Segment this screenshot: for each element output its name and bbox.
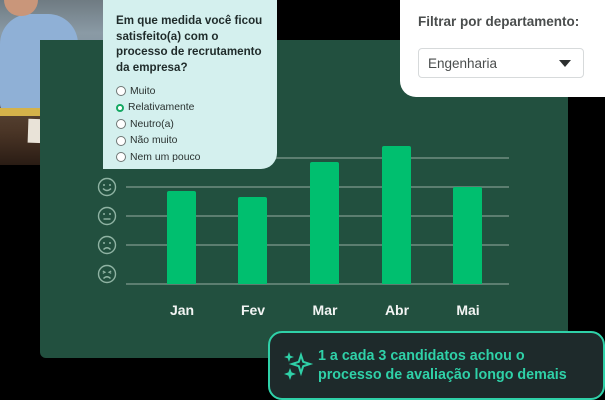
x-label-fev: Fev [240,302,266,318]
x-label-mai: Mai [456,302,480,318]
insight-callout: 1 a cada 3 candidatos achou o processo d… [268,331,605,400]
survey-option-nao-muito[interactable]: Não muito [116,133,267,150]
radio-button-selected[interactable] [116,103,124,112]
option-label: Nem um pouco [130,151,201,163]
bar-fev[interactable] [238,197,267,284]
radio-button[interactable] [116,135,126,146]
bar-mai[interactable] [453,187,482,284]
x-label-abr: Abr [384,302,410,318]
caret-down-icon[interactable] [559,60,571,67]
survey-option-relativamente[interactable]: Relativamente [116,100,267,117]
option-label: Neutro(a) [130,118,174,130]
sparkle-icon [284,351,314,380]
survey-option-neutro[interactable]: Neutro(a) [116,116,267,133]
radio-button[interactable] [116,86,126,97]
radio-button[interactable] [116,152,126,163]
photo-face [4,0,38,16]
department-selected-value: Engenharia [428,56,498,71]
option-label: Muito [130,85,156,97]
bar-abr[interactable] [382,146,411,284]
very-sad-face-icon [97,264,117,284]
survey-option-muito[interactable]: Muito [116,83,267,100]
bar-jan[interactable] [167,191,196,284]
filter-label: Filtrar por departamento: [418,14,580,29]
sad-face-icon [97,235,117,255]
survey-question: Em que medida você ficou satisfeito(a) c… [116,14,263,74]
survey-option-nem-um-pouco[interactable]: Nem um pouco [116,149,267,166]
radio-button[interactable] [116,119,126,130]
option-label: Relativamente [128,102,195,114]
chart-baseline [126,283,509,285]
department-filter-card: Filtrar por departamento: Engenharia [400,0,605,97]
insight-line-1: 1 a cada 3 candidatos achou o [318,348,525,364]
neutral-face-icon [97,206,117,226]
very-happy-face-icon [97,177,117,197]
department-select[interactable]: Engenharia [418,48,584,78]
x-label-mar: Mar [312,302,338,318]
insight-line-2: processo de avaliação longo demais [318,367,567,383]
bar-mar[interactable] [310,162,339,284]
x-label-jan: Jan [169,302,195,318]
option-label: Não muito [130,135,178,147]
insight-text: 1 a cada 3 candidatos achou o processo d… [318,347,567,385]
gridline [126,157,509,159]
photo-book [0,108,50,116]
survey-card: Em que medida você ficou satisfeito(a) c… [103,0,277,169]
